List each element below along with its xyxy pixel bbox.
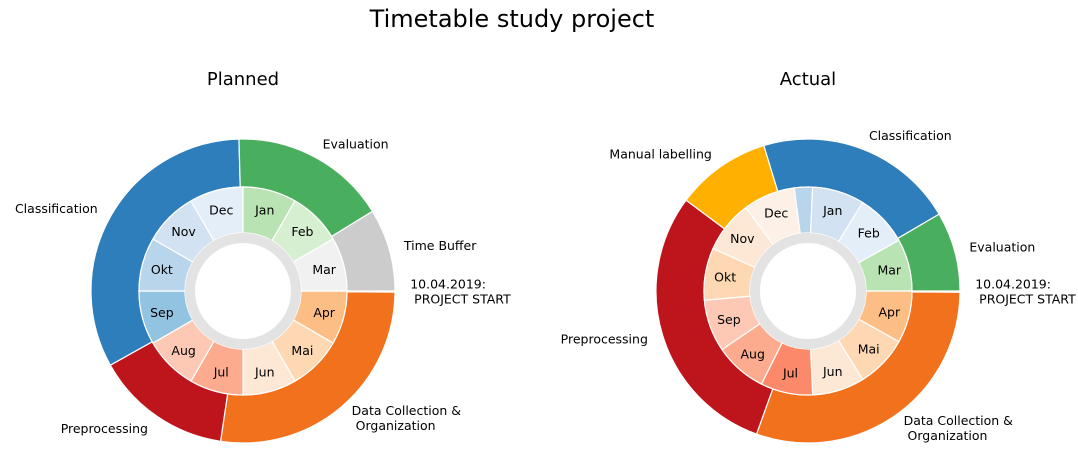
month-label-nov: Nov [730,231,755,246]
month-label-feb: Feb [858,225,880,240]
center-hole [195,243,291,339]
outer-label-data-collection-organization: Data Collection & Organization [352,403,462,433]
month-label-jul: Jul [782,366,798,381]
chart-title: Actual [780,69,836,90]
chart-title: Planned [207,69,279,90]
outer-label-classification: Classification [869,128,952,143]
month-label-mai: Mai [858,342,880,357]
month-label-okt: Okt [714,270,736,285]
month-label-jan: Jan [822,203,842,218]
outer-label-time-buffer: Time Buffer [403,238,477,253]
month-label-jan: Jan [254,202,274,217]
outer-label-manual-labelling: Manual labelling [609,147,711,162]
planned-chart: Planned 10.04.2019: PROJECT START Data Col… [15,69,511,444]
center-hole [760,243,856,339]
outer-label-10-04-2019-project-start: 10.04.2019: PROJECT START [975,277,1076,307]
month-label-apr: Apr [313,305,335,320]
month-label-dec: Dec [209,202,233,217]
month-label-aug: Aug [740,347,764,362]
month-label-sep: Sep [150,305,174,320]
month-label-mar: Mar [877,262,901,277]
month-label-dec: Dec [764,206,788,221]
month-label-okt: Okt [151,262,173,277]
month-label-mai: Mai [291,343,313,358]
month-label-jun: Jun [254,365,275,380]
outer-label-preprocessing: Preprocessing [561,332,648,347]
month-label-aug: Aug [171,343,195,358]
outer-label-evaluation: Evaluation [323,136,389,151]
outer-label-evaluation: Evaluation [969,240,1035,255]
month-label-jun: Jun [822,364,843,379]
outer-label-10-04-2019-project-start: 10.04.2019: PROJECT START [410,277,511,307]
outer-label-data-collection-organization: Data Collection & Organization [904,413,1014,443]
outer-label-preprocessing: Preprocessing [61,421,148,436]
month-label-feb: Feb [291,224,313,239]
actual-chart: Actual 10.04.2019: PROJECT START Data Coll… [561,69,1076,444]
month-label-sep: Sep [717,312,741,327]
month-label-mar: Mar [312,262,336,277]
month-label-apr: Apr [878,305,900,320]
month-label-nov: Nov [171,224,196,239]
month-label-jul: Jul [213,365,229,380]
outer-label-classification: Classification [15,201,98,216]
figure-title: Timetable study project [369,5,655,33]
